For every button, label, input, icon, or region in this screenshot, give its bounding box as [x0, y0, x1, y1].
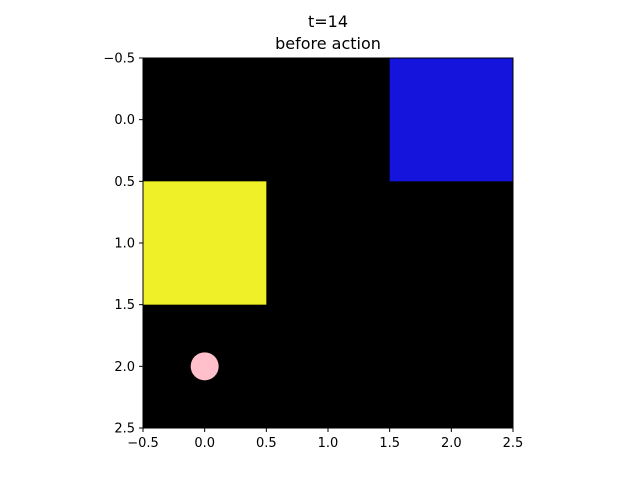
- x-tick-label: 0.0: [194, 436, 215, 451]
- y-tick-label: 1.5: [114, 298, 135, 313]
- x-tick-label: 2.0: [441, 436, 462, 451]
- x-tick-label: 0.5: [256, 436, 277, 451]
- x-tick-label: 2.5: [503, 436, 524, 451]
- y-tick-label: −0.5: [103, 52, 135, 67]
- y-tick-label: 2.0: [114, 360, 135, 375]
- y-tick-label: 1.0: [114, 237, 135, 252]
- blue-square: [389, 58, 513, 182]
- y-tick-label: 2.5: [114, 422, 135, 437]
- grid-area: [143, 58, 513, 428]
- title-line-1: t=14: [308, 12, 348, 31]
- x-tick-label: 1.5: [379, 436, 400, 451]
- y-tick-label: 0.0: [114, 113, 135, 128]
- axes: −0.5 0.0 0.5 1.0 1.5 2.0 2.5−0.50.00.51.01.52.…: [103, 52, 523, 452]
- x-tick-label: −0.5: [127, 436, 159, 451]
- yellow-square: [143, 181, 267, 305]
- y-tick-label: 0.5: [114, 175, 135, 190]
- x-tick-label: 1.0: [318, 436, 339, 451]
- agent-circle: [190, 352, 219, 381]
- title-line-2: before action: [275, 34, 381, 53]
